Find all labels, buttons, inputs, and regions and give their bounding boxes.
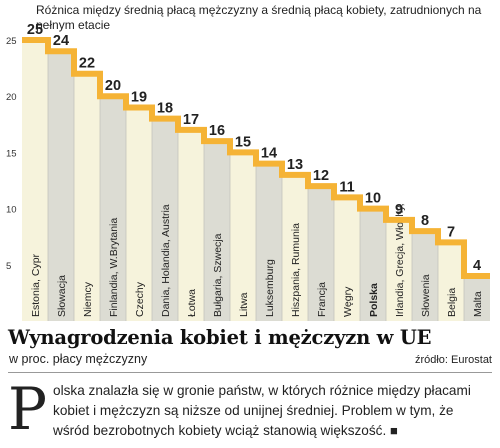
bar <box>204 141 230 321</box>
divider-line <box>8 372 492 373</box>
category-label: Francja <box>316 282 328 317</box>
category-label: Węgry <box>342 286 354 317</box>
bar <box>178 129 204 321</box>
value-label: 19 <box>131 89 147 105</box>
unit-label: w proc. płacy mężczyzny <box>9 352 148 366</box>
category-label: Finlandia, W.Brytania <box>108 218 120 317</box>
value-label: 7 <box>447 224 455 240</box>
bar <box>438 242 464 321</box>
y-tick-label: 5 <box>6 261 11 272</box>
source-label: źródło: Eurostat <box>414 354 492 366</box>
bar <box>360 208 386 321</box>
category-label: Luksemburg <box>264 259 276 317</box>
value-label: 24 <box>53 33 69 49</box>
chart-subtitle: Różnica między średnią płacą mężczyzny a… <box>36 3 482 32</box>
value-label: 11 <box>339 179 354 195</box>
bar <box>282 174 308 321</box>
value-label: 13 <box>287 157 303 173</box>
value-label: 17 <box>183 112 199 128</box>
end-mark-icon: ■ <box>390 423 398 438</box>
bar <box>308 186 334 321</box>
category-label: Czechy <box>134 281 146 317</box>
bar <box>74 73 100 321</box>
bar <box>152 118 178 322</box>
value-label: 25 <box>27 22 43 38</box>
value-label: 15 <box>235 134 251 150</box>
article-body: olska znalazła się w gronie państw, w kt… <box>53 383 471 438</box>
value-label: 4 <box>473 258 481 274</box>
value-label: 22 <box>79 56 95 72</box>
category-label: Belgia <box>446 288 458 317</box>
value-label: 18 <box>157 101 173 117</box>
value-label: 9 <box>395 202 403 218</box>
bar <box>22 40 48 321</box>
category-label: Słowacja <box>56 275 68 317</box>
bar <box>126 107 152 321</box>
bar-chart: 5 10 15 20 25 Estonia, Cypr Słowacja Niemcy Fin… <box>6 22 490 322</box>
value-label: 8 <box>421 213 429 229</box>
bar <box>256 163 282 321</box>
category-label: Bułgaria, Szwecja <box>212 233 224 317</box>
category-label: Irlandia, Grecja, Włochy, <box>394 203 406 317</box>
step-line <box>22 37 490 280</box>
value-label: 12 <box>313 168 329 184</box>
y-tick-label: 20 <box>6 92 17 103</box>
y-tick-label: 25 <box>6 36 17 47</box>
category-label: Estonia, Cypr <box>30 253 42 317</box>
value-label: 10 <box>365 191 381 207</box>
bar <box>230 152 256 321</box>
bar <box>386 219 412 321</box>
chart-title: Wynagrodzenia kobiet i mężczyzn w UE <box>8 326 432 349</box>
bar <box>334 197 360 321</box>
category-label: Hiszpania, Rumunia <box>290 223 302 317</box>
y-tick-label: 10 <box>6 205 17 216</box>
category-label: Litwa <box>238 292 250 317</box>
value-label: 16 <box>209 123 225 139</box>
bar <box>464 276 490 321</box>
bar <box>412 231 438 321</box>
category-label: Niemcy <box>82 281 94 317</box>
category-label: Słowenia <box>420 274 432 317</box>
category-label: Dania, Holandia, Austria <box>160 204 172 317</box>
y-tick-label: 15 <box>6 148 17 159</box>
category-label: Malta <box>472 291 484 317</box>
value-label: 14 <box>261 146 277 162</box>
bar <box>100 96 126 321</box>
drop-cap: P <box>8 375 48 443</box>
bar <box>48 51 74 322</box>
category-label: Łotwa <box>186 289 198 317</box>
value-label: 20 <box>105 78 121 94</box>
category-label: Polska <box>368 283 380 317</box>
